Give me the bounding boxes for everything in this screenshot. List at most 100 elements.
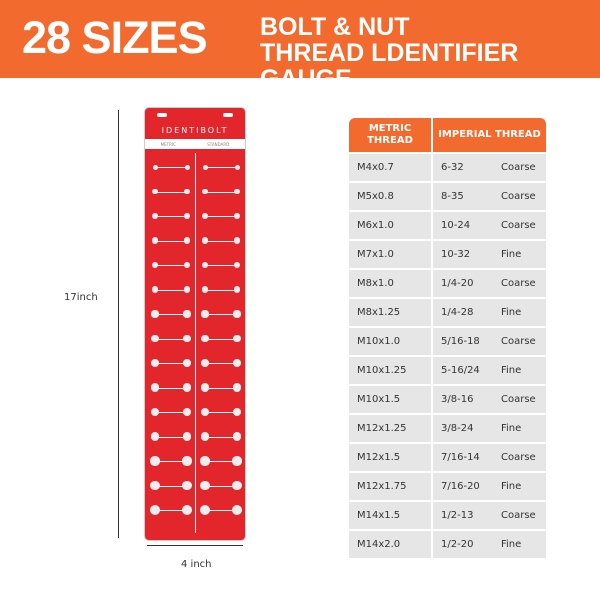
imperial-header: IMPERIAL THREAD xyxy=(433,118,546,152)
gauge-hole xyxy=(232,407,242,417)
gauge-hole xyxy=(184,188,190,195)
gauge-hole xyxy=(151,237,159,244)
height-label: 17inch xyxy=(64,292,98,303)
imperial-cell: 10-24 Coarse xyxy=(433,212,546,239)
gauge-hole xyxy=(151,261,159,269)
thread-type: Coarse xyxy=(501,278,536,289)
gauge-hole xyxy=(183,261,191,269)
gauge-hole xyxy=(182,456,192,466)
gauge-hole xyxy=(232,383,242,392)
gauge-hole xyxy=(150,432,160,441)
thread-type: Coarse xyxy=(501,220,536,231)
thread-type: Coarse xyxy=(501,452,536,463)
imperial-cell: 1/2-20 Fine xyxy=(433,531,546,558)
imperial-size: 6-32 xyxy=(441,162,464,173)
table-row: M10x1.5 3/8-16 Coarse xyxy=(349,386,546,413)
gauge-label-bar: METRIC STANDARD xyxy=(145,139,245,149)
table-row: M14x2.0 1/2-20 Fine xyxy=(349,531,546,558)
gauge-standard-label: STANDARD xyxy=(207,141,230,147)
imperial-size: 3/8-16 xyxy=(441,394,474,405)
thread-type: Fine xyxy=(501,249,522,260)
table-row: M6x1.0 10-24 Coarse xyxy=(349,212,546,239)
gauge-hole xyxy=(182,432,192,441)
gauge-hole xyxy=(234,213,240,219)
thread-type: Fine xyxy=(501,481,522,492)
gauge-hole xyxy=(200,505,210,515)
gauge-hole xyxy=(234,164,240,170)
thread-gauge-image: IDENTIBOLT METRIC STANDARD xyxy=(145,108,245,540)
gauge-hole xyxy=(150,480,160,491)
subtitle-line-2: THREAD LDENTIFIER GAUGE xyxy=(260,39,519,93)
imperial-cell: 8-35 Coarse xyxy=(433,183,546,210)
table-row: M12x1.5 7/16-14 Coarse xyxy=(349,444,546,471)
imperial-size: 10-32 xyxy=(441,249,471,260)
imperial-cell: 1/4-28 Fine xyxy=(433,299,546,326)
metric-cell: M8x1.0 xyxy=(349,270,431,297)
gauge-hole xyxy=(201,237,209,244)
table-row: M14x1.5 1/2-13 Coarse xyxy=(349,502,546,529)
gauge-hole xyxy=(232,505,242,515)
gauge-hole xyxy=(182,383,192,392)
gauge-hole xyxy=(151,334,159,343)
metric-cell: M14x2.0 xyxy=(349,531,431,558)
gauge-hole xyxy=(200,383,210,392)
gauge-hole xyxy=(182,480,192,491)
imperial-size: 1/2-13 xyxy=(441,510,474,521)
imperial-cell: 1/2-13 Coarse xyxy=(433,502,546,529)
thread-type: Fine xyxy=(501,365,522,376)
thread-type: Coarse xyxy=(501,394,536,405)
gauge-hole xyxy=(150,407,160,417)
metric-cell: M10x1.0 xyxy=(349,328,431,355)
imperial-cell: 5-16/24 Fine xyxy=(433,357,546,384)
imperial-cell: 7/16-14 Coarse xyxy=(433,444,546,471)
table-row: M5x0.8 8-35 Coarse xyxy=(349,183,546,210)
gauge-hole xyxy=(201,261,209,269)
metric-cell: M8x1.25 xyxy=(349,299,431,326)
gauge-hole xyxy=(183,286,191,293)
imperial-size: 10-24 xyxy=(441,220,471,231)
table-row: M8x1.25 1/4-28 Fine xyxy=(349,299,546,326)
gauge-hole xyxy=(233,334,241,343)
gauge-hole xyxy=(233,310,241,318)
gauge-hole xyxy=(201,359,209,367)
thread-type: Coarse xyxy=(501,510,536,521)
gauge-metric-label: METRIC xyxy=(160,141,176,147)
imperial-cell: 1/4-20 Coarse xyxy=(433,270,546,297)
gauge-hole xyxy=(200,432,210,441)
gauge-hole xyxy=(150,456,160,466)
gauge-hole xyxy=(234,188,240,195)
thread-type: Fine xyxy=(501,539,522,550)
gauge-hole xyxy=(232,456,242,466)
gauge-hole xyxy=(202,213,208,219)
gauge-hole xyxy=(183,359,191,367)
imperial-size: 1/4-20 xyxy=(441,278,474,289)
gauge-hole xyxy=(183,310,191,318)
gauge-hole xyxy=(200,480,210,491)
gauge-hole xyxy=(233,286,241,293)
gauge-hole xyxy=(200,407,210,417)
imperial-size: 8-35 xyxy=(441,191,464,202)
gauge-hole xyxy=(152,164,158,170)
gauge-hole xyxy=(150,383,160,392)
metric-cell: M14x1.5 xyxy=(349,502,431,529)
gauge-hole xyxy=(182,407,192,417)
imperial-size: 5/16-18 xyxy=(441,336,480,347)
imperial-cell: 10-32 Fine xyxy=(433,241,546,268)
gauge-hole xyxy=(184,213,190,219)
metric-cell: M7x1.0 xyxy=(349,241,431,268)
imperial-cell: 3/8-16 Coarse xyxy=(433,386,546,413)
width-label: 4 inch xyxy=(181,559,212,570)
imperial-size: 1/4-28 xyxy=(441,307,474,318)
thread-type: Fine xyxy=(501,307,522,318)
gauge-hole xyxy=(150,505,160,515)
metric-cell: M6x1.0 xyxy=(349,212,431,239)
subtitle-line-1: BOLT & NUT xyxy=(260,13,410,41)
metric-cell: M10x1.5 xyxy=(349,386,431,413)
gauge-hole xyxy=(232,432,242,441)
imperial-size: 5-16/24 xyxy=(441,365,480,376)
gauge-hole xyxy=(233,359,241,367)
header-banner: 28 SIZES BOLT & NUT THREAD LDENTIFIER GA… xyxy=(0,0,600,92)
metric-cell: M5x0.8 xyxy=(349,183,431,210)
metric-cell: M12x1.25 xyxy=(349,415,431,442)
gauge-hole xyxy=(202,164,208,170)
